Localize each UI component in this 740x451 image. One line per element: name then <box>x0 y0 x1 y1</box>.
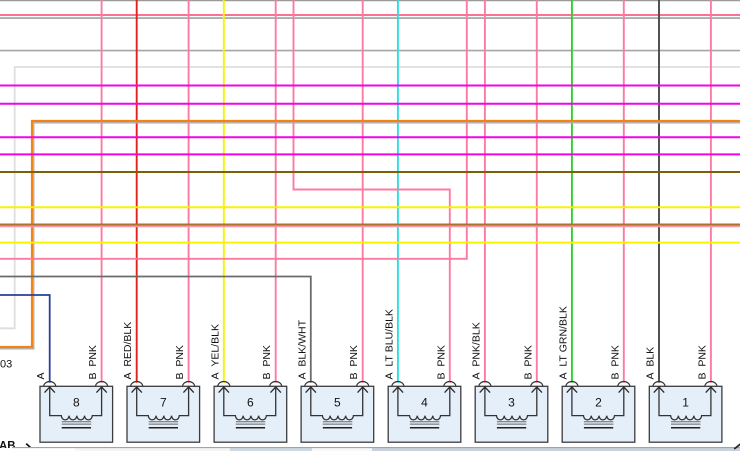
svg-text:B PNK: B PNK <box>261 345 273 379</box>
svg-text:3: 3 <box>508 395 515 409</box>
svg-text:A: A <box>35 372 47 379</box>
svg-text:A LT BLU/BLK: A LT BLU/BLK <box>383 309 395 379</box>
svg-text:A BLK: A BLK <box>645 347 657 380</box>
svg-text:B PNK: B PNK <box>696 345 708 379</box>
svg-text:A LT GRN/BLK: A LT GRN/BLK <box>557 306 569 379</box>
svg-text:B PNK: B PNK <box>609 345 621 379</box>
svg-text:B PNK: B PNK <box>348 345 360 379</box>
svg-text:A PNK/BLK: A PNK/BLK <box>470 322 482 379</box>
svg-text:1: 1 <box>682 395 689 409</box>
svg-text:2: 2 <box>595 395 602 409</box>
svg-text:A BLK/WHT: A BLK/WHT <box>296 319 308 379</box>
svg-text:A RED/BLK: A RED/BLK <box>122 322 134 380</box>
svg-text:7: 7 <box>160 395 167 409</box>
svg-text:B PNK: B PNK <box>87 345 99 379</box>
svg-text:B PNK: B PNK <box>522 345 534 379</box>
svg-text:6: 6 <box>247 395 254 409</box>
svg-text:5: 5 <box>334 395 341 409</box>
svg-text:B PNK: B PNK <box>174 345 186 379</box>
svg-text:A YEL/BLK: A YEL/BLK <box>209 324 221 379</box>
svg-text:AB: AB <box>0 440 16 451</box>
svg-text:B PNK: B PNK <box>435 345 447 379</box>
svg-text:03: 03 <box>0 359 12 371</box>
svg-text:4: 4 <box>421 395 428 409</box>
svg-text:8: 8 <box>73 395 80 409</box>
